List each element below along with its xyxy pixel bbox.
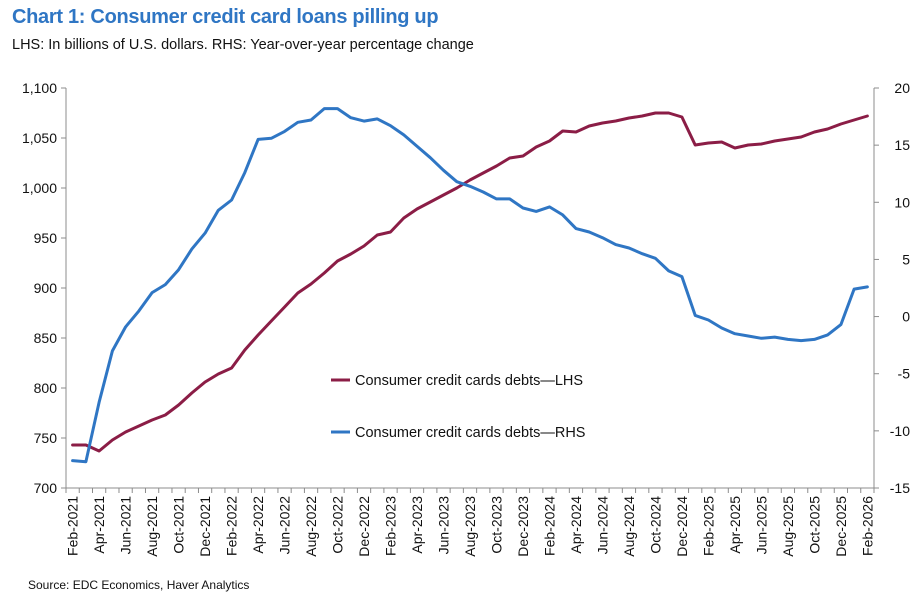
- series-line-rhs: [71, 107, 869, 464]
- x-tick-label: Jun-2024: [595, 496, 611, 555]
- x-tick-label: Oct-2021: [171, 496, 187, 554]
- x-tick-label: Feb-2021: [65, 496, 81, 556]
- y-left-tick-label: 1,100: [22, 80, 57, 96]
- y-right-tick-label: 20: [894, 80, 910, 96]
- x-tick-label: Feb-2022: [224, 496, 240, 556]
- series-lines: [71, 107, 869, 464]
- x-tick-label: Dec-2024: [674, 496, 690, 557]
- x-tick-label: Apr-2024: [568, 496, 584, 554]
- x-tick-label: Apr-2021: [91, 496, 107, 554]
- x-tick-label: Dec-2023: [515, 496, 531, 557]
- y-right-tick-label: 0: [902, 309, 910, 325]
- y-left-tick-label: 850: [34, 330, 58, 346]
- y-left-tick-label: 1,050: [22, 130, 57, 146]
- x-tick-label: Feb-2024: [542, 496, 558, 556]
- x-tick-label: Dec-2022: [356, 496, 372, 557]
- x-tick-label: Aug-2023: [462, 496, 478, 557]
- legend-label-lhs: Consumer credit cards debts—LHS: [355, 373, 583, 389]
- series-line-lhs: [71, 111, 869, 453]
- y-right-tick-label: 5: [902, 251, 910, 267]
- x-tick-label: Feb-2023: [383, 496, 399, 556]
- x-tick-label: Jun-2025: [753, 496, 769, 555]
- axes: 700 750 800 850 900 950 1,000 1,050 1,100 -15 -10 -…: [22, 80, 910, 557]
- y-left-tick-label: 1,000: [22, 180, 57, 196]
- x-tick-label: Aug-2022: [303, 496, 319, 557]
- x-tick-label: Oct-2023: [489, 496, 505, 554]
- y-left-tick-label: 700: [34, 480, 58, 496]
- y-left-tick-label: 900: [34, 280, 58, 296]
- chart-title: Chart 1: Consumer credit card loans pill…: [12, 6, 439, 28]
- x-tick-label: Aug-2024: [621, 496, 637, 557]
- legend: Consumer credit cards debts—LHS Consumer…: [331, 373, 585, 441]
- x-tick-label: Dec-2025: [833, 496, 849, 557]
- x-tick-label: Feb-2026: [859, 496, 875, 556]
- x-tick-label: Apr-2023: [409, 496, 425, 554]
- y-left-tick-label: 800: [34, 380, 58, 396]
- x-tick-label: Jun-2022: [277, 496, 293, 555]
- x-tick-label: Jun-2021: [118, 496, 134, 555]
- chart-source: Source: EDC Economics, Haver Analytics: [28, 578, 250, 592]
- x-tick-label: Aug-2021: [144, 496, 160, 557]
- legend-label-rhs: Consumer credit cards debts—RHS: [355, 425, 585, 441]
- y-left-tick-label: 950: [34, 230, 58, 246]
- y-left-tick-label: 750: [34, 430, 58, 446]
- y-right-tick-label: -10: [890, 423, 910, 439]
- x-tick-label: Apr-2022: [250, 496, 266, 554]
- y-right-tick-label: -15: [890, 480, 910, 496]
- x-tick-label: Aug-2025: [780, 496, 796, 557]
- x-tick-label: Dec-2021: [197, 496, 213, 557]
- x-tick-label: Jun-2023: [436, 496, 452, 555]
- x-tick-label: Feb-2025: [700, 496, 716, 556]
- y-right-tick-label: -5: [898, 366, 911, 382]
- x-tick-label: Oct-2022: [330, 496, 346, 554]
- y-right-tick-label: 15: [894, 137, 910, 153]
- chart-subtitle: LHS: In billions of U.S. dollars. RHS: Y…: [12, 37, 474, 53]
- x-tick-label: Apr-2025: [727, 496, 743, 554]
- x-tick-label: Oct-2025: [806, 496, 822, 554]
- x-tick-label: Oct-2024: [647, 496, 663, 554]
- y-right-tick-label: 10: [894, 194, 910, 210]
